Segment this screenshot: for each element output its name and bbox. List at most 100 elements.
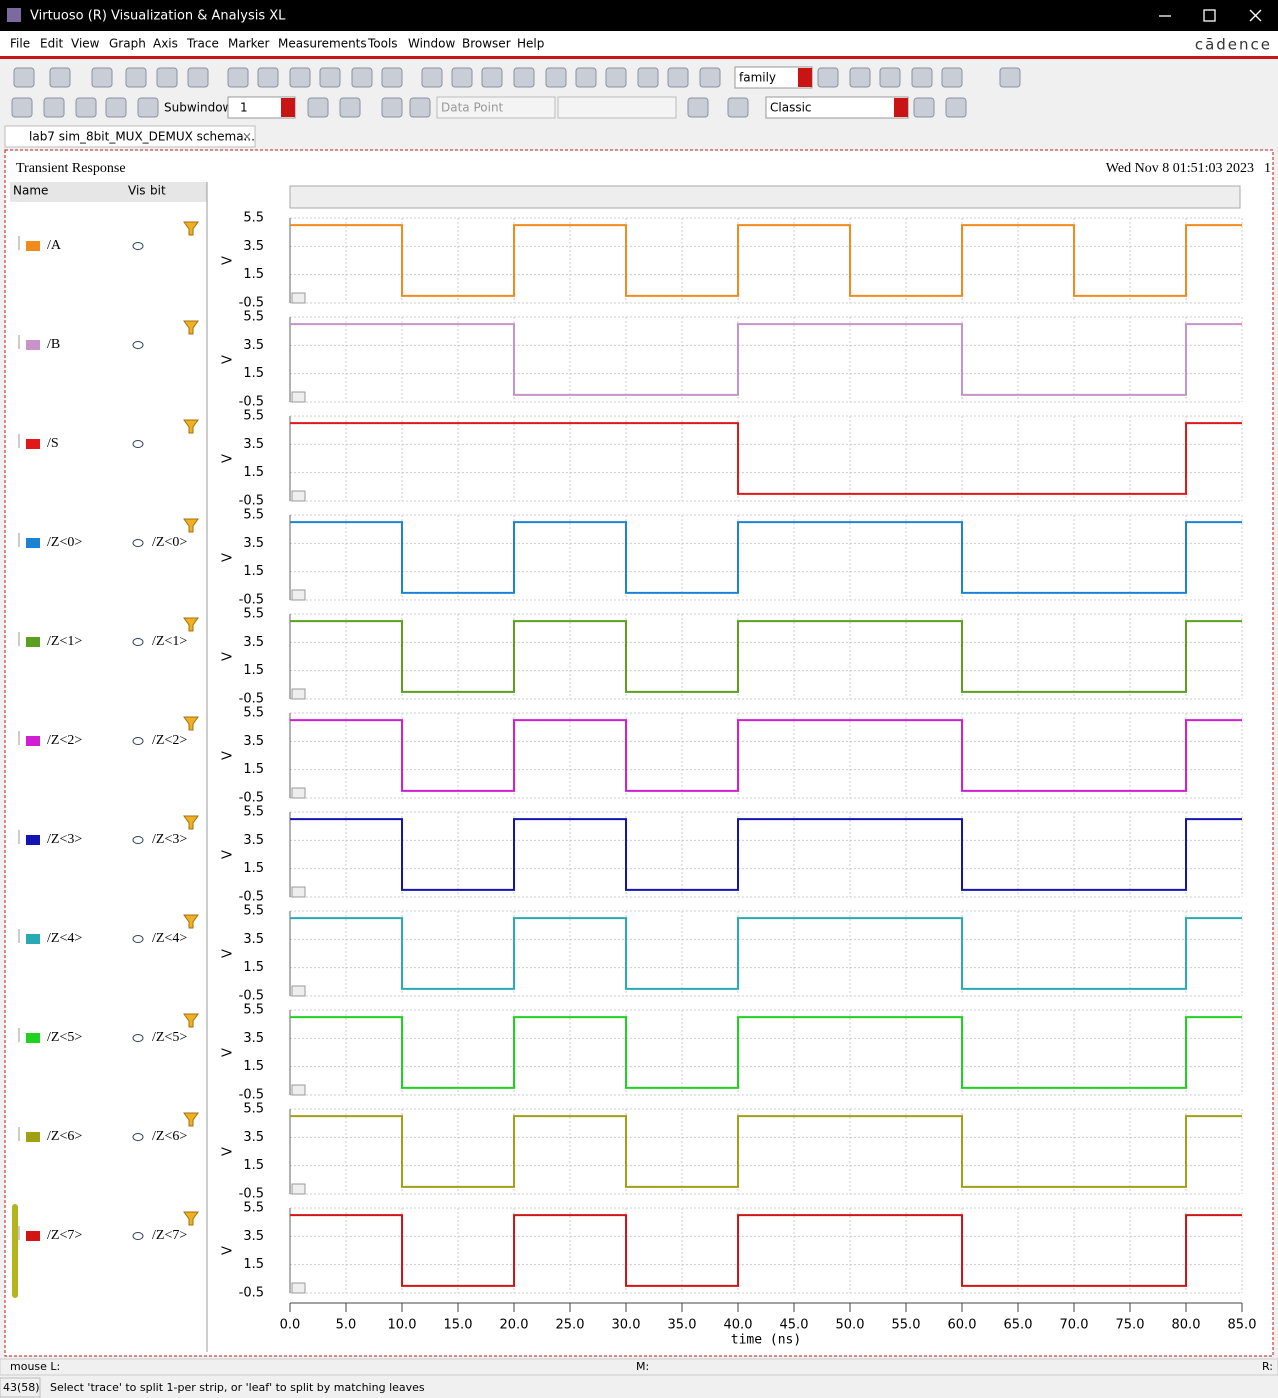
- toolbar-icon[interactable]: [911, 67, 933, 88]
- toolbar-icon[interactable]: [421, 67, 443, 88]
- toolbar-icon[interactable]: [945, 97, 967, 118]
- toolbar-icon[interactable]: [481, 67, 503, 88]
- tab-close[interactable]: ×: [242, 130, 252, 144]
- legend-name[interactable]: /Z<5>: [47, 1030, 82, 1045]
- toolbar-icon[interactable]: [156, 67, 178, 88]
- toolbar-icon[interactable]: [999, 67, 1021, 88]
- strip-button[interactable]: [291, 1282, 306, 1294]
- visibility-eye[interactable]: [132, 440, 144, 448]
- tab[interactable]: [4, 125, 256, 148]
- menu-item[interactable]: Measurements: [278, 37, 367, 51]
- menu-item[interactable]: Edit: [40, 37, 64, 51]
- menu-item[interactable]: Graph: [109, 37, 146, 51]
- toolbar-icon[interactable]: [137, 97, 159, 118]
- menu-item[interactable]: Tools: [367, 37, 398, 51]
- toolbar-icon[interactable]: [575, 67, 597, 88]
- toolbar-icon[interactable]: [605, 67, 627, 88]
- toolbar-icon[interactable]: [91, 67, 113, 88]
- strip-button[interactable]: [291, 1183, 306, 1195]
- toolbar-icon[interactable]: [817, 67, 839, 88]
- strip-button[interactable]: [291, 787, 306, 799]
- overview-scrollbar[interactable]: [289, 185, 1241, 209]
- visibility-eye[interactable]: [132, 341, 144, 349]
- menu-item[interactable]: Browser: [462, 37, 511, 51]
- toolbar-icon[interactable]: [727, 97, 749, 118]
- visibility-eye[interactable]: [132, 1034, 144, 1042]
- filter-icon[interactable]: [183, 1013, 199, 1028]
- toolbar-icon[interactable]: [227, 67, 249, 88]
- menu-item[interactable]: Help: [517, 37, 544, 51]
- menu-item[interactable]: Window: [408, 37, 456, 51]
- toolbar-icon[interactable]: [351, 67, 373, 88]
- menu-item[interactable]: View: [71, 37, 100, 51]
- toolbar-icon[interactable]: [13, 67, 35, 88]
- toolbar-icon[interactable]: [339, 97, 361, 118]
- legend-name[interactable]: /Z<4>: [47, 931, 82, 946]
- strip-button[interactable]: [291, 1084, 306, 1096]
- combo-arrow[interactable]: [798, 68, 812, 87]
- toolbar-icon[interactable]: [43, 97, 65, 118]
- visibility-eye[interactable]: [132, 737, 144, 745]
- toolbar-icon[interactable]: [125, 67, 147, 88]
- toolbar-icon[interactable]: [381, 67, 403, 88]
- legend-name[interactable]: /Z<7>: [47, 1228, 82, 1243]
- toolbar-icon[interactable]: [75, 97, 97, 118]
- toolbar-icon[interactable]: [409, 97, 431, 118]
- menu-item[interactable]: File: [10, 37, 30, 51]
- toolbar-icon[interactable]: [667, 67, 689, 88]
- window-controls[interactable]: [1159, 9, 1262, 22]
- combo-arrow[interactable]: [894, 98, 908, 117]
- visibility-eye[interactable]: [132, 935, 144, 943]
- toolbar-icon[interactable]: [513, 67, 535, 88]
- toolbar-icon[interactable]: [913, 97, 935, 118]
- toolbar-icon[interactable]: [687, 97, 709, 118]
- data-point-combo[interactable]: [436, 96, 556, 119]
- toolbar-icon[interactable]: [187, 67, 209, 88]
- filter-icon[interactable]: [183, 815, 199, 830]
- toolbar-icon[interactable]: [699, 67, 721, 88]
- visibility-eye[interactable]: [132, 836, 144, 844]
- toolbar-icon[interactable]: [637, 67, 659, 88]
- strip-button[interactable]: [291, 688, 306, 700]
- toolbar-icon[interactable]: [879, 67, 901, 88]
- legend-name[interactable]: /A: [47, 238, 62, 253]
- filter-icon[interactable]: [183, 518, 199, 533]
- legend-name[interactable]: /Z<1>: [47, 634, 82, 649]
- strip-button[interactable]: [291, 886, 306, 898]
- filter-icon[interactable]: [183, 617, 199, 632]
- filter-icon[interactable]: [183, 1112, 199, 1127]
- toolbar-icon[interactable]: [257, 67, 279, 88]
- visibility-eye[interactable]: [132, 1232, 144, 1240]
- legend-name[interactable]: /Z<3>: [47, 832, 82, 847]
- visibility-eye[interactable]: [132, 1133, 144, 1141]
- strip-button[interactable]: [291, 490, 306, 502]
- filter-icon[interactable]: [183, 221, 199, 236]
- filter-icon[interactable]: [183, 914, 199, 929]
- value-field[interactable]: [557, 96, 677, 119]
- strip-button[interactable]: [291, 292, 306, 304]
- toolbar-icon[interactable]: [11, 97, 33, 118]
- toolbar-icon[interactable]: [105, 97, 127, 118]
- combo-arrow[interactable]: [281, 98, 295, 117]
- toolbar-icon[interactable]: [49, 67, 71, 88]
- legend-name[interactable]: /S: [47, 436, 59, 451]
- visibility-eye[interactable]: [132, 539, 144, 547]
- filter-icon[interactable]: [183, 716, 199, 731]
- visibility-eye[interactable]: [132, 242, 144, 250]
- legend-name[interactable]: /Z<6>: [47, 1129, 82, 1144]
- toolbar-icon[interactable]: [849, 67, 871, 88]
- filter-icon[interactable]: [183, 1211, 199, 1226]
- strip-button[interactable]: [291, 985, 306, 997]
- toolbar-icon[interactable]: [381, 97, 403, 118]
- toolbar-icon[interactable]: [451, 67, 473, 88]
- filter-icon[interactable]: [183, 419, 199, 434]
- toolbar-icon[interactable]: [941, 67, 963, 88]
- menu-item[interactable]: Trace: [186, 37, 219, 51]
- toolbar-icon[interactable]: [307, 97, 329, 118]
- toolbar-icon[interactable]: [545, 67, 567, 88]
- legend-name[interactable]: /Z<2>: [47, 733, 82, 748]
- menu-item[interactable]: Marker: [228, 37, 270, 51]
- legend-name[interactable]: /Z<0>: [47, 535, 82, 550]
- visibility-eye[interactable]: [132, 638, 144, 646]
- strip-button[interactable]: [291, 391, 306, 403]
